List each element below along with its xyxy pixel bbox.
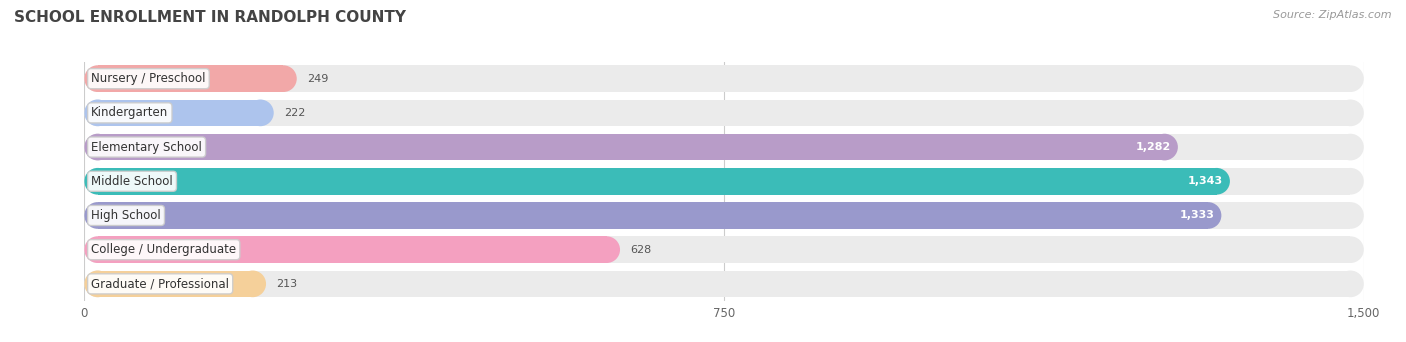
Ellipse shape (84, 100, 111, 126)
Ellipse shape (239, 271, 266, 297)
Text: High School: High School (91, 209, 160, 222)
Ellipse shape (1195, 202, 1222, 229)
Ellipse shape (84, 168, 111, 195)
Ellipse shape (270, 65, 297, 92)
Ellipse shape (84, 236, 111, 263)
Ellipse shape (84, 65, 111, 92)
Text: Nursery / Preschool: Nursery / Preschool (91, 72, 205, 85)
Text: Middle School: Middle School (91, 175, 173, 188)
Ellipse shape (1337, 100, 1364, 126)
FancyBboxPatch shape (97, 134, 1164, 160)
Ellipse shape (84, 271, 111, 297)
Ellipse shape (84, 65, 111, 92)
Text: 249: 249 (307, 74, 329, 84)
Text: 1,282: 1,282 (1136, 142, 1171, 152)
FancyBboxPatch shape (97, 65, 284, 92)
Text: 1,333: 1,333 (1180, 210, 1215, 221)
FancyBboxPatch shape (97, 100, 1351, 126)
Text: College / Undergraduate: College / Undergraduate (91, 243, 236, 256)
FancyBboxPatch shape (97, 271, 1351, 297)
FancyBboxPatch shape (97, 271, 253, 297)
Ellipse shape (247, 100, 274, 126)
Ellipse shape (84, 271, 111, 297)
Ellipse shape (84, 202, 111, 229)
FancyBboxPatch shape (97, 65, 1351, 92)
FancyBboxPatch shape (97, 202, 1351, 229)
FancyBboxPatch shape (97, 202, 1208, 229)
FancyBboxPatch shape (97, 236, 607, 263)
Text: Source: ZipAtlas.com: Source: ZipAtlas.com (1274, 10, 1392, 20)
Ellipse shape (593, 236, 620, 263)
Text: 222: 222 (284, 108, 305, 118)
Ellipse shape (1337, 134, 1364, 160)
Ellipse shape (84, 100, 111, 126)
Ellipse shape (84, 168, 111, 195)
Ellipse shape (1337, 65, 1364, 92)
FancyBboxPatch shape (97, 100, 260, 126)
FancyBboxPatch shape (97, 134, 1351, 160)
Ellipse shape (1152, 134, 1178, 160)
Text: Elementary School: Elementary School (91, 141, 202, 154)
Ellipse shape (1204, 168, 1230, 195)
Ellipse shape (84, 134, 111, 160)
Text: 213: 213 (276, 279, 298, 289)
Ellipse shape (1337, 236, 1364, 263)
Text: 1,343: 1,343 (1188, 176, 1223, 186)
Text: SCHOOL ENROLLMENT IN RANDOLPH COUNTY: SCHOOL ENROLLMENT IN RANDOLPH COUNTY (14, 10, 406, 25)
Ellipse shape (1337, 168, 1364, 195)
Text: 628: 628 (630, 245, 651, 255)
Ellipse shape (84, 236, 111, 263)
Text: Kindergarten: Kindergarten (91, 106, 169, 119)
Ellipse shape (1337, 271, 1364, 297)
FancyBboxPatch shape (97, 168, 1351, 195)
Ellipse shape (1337, 202, 1364, 229)
FancyBboxPatch shape (97, 236, 1351, 263)
Ellipse shape (84, 134, 111, 160)
FancyBboxPatch shape (97, 168, 1216, 195)
Text: Graduate / Professional: Graduate / Professional (91, 277, 229, 290)
Ellipse shape (84, 202, 111, 229)
